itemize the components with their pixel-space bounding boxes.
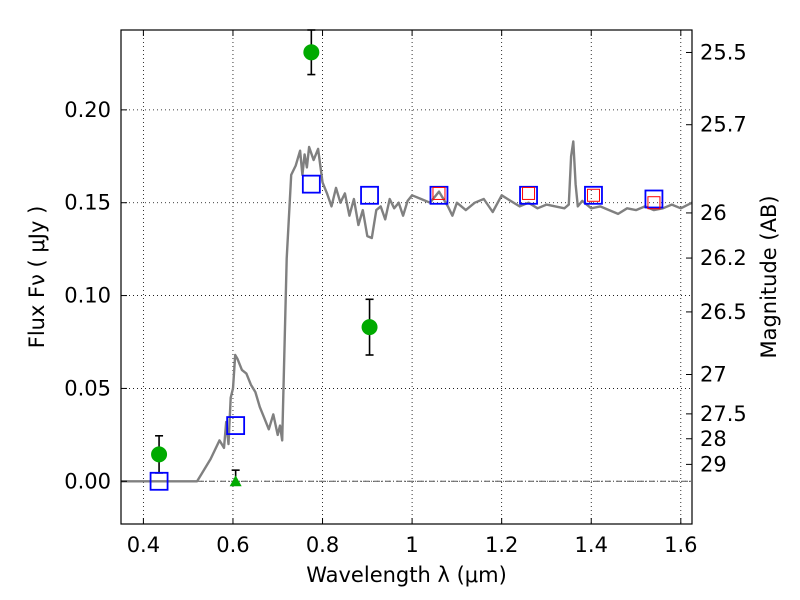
magnitude-tick-label: 29 [700, 452, 727, 476]
y-tick-label: 0.20 [64, 98, 111, 122]
plot-frame [120, 29, 693, 525]
model-flux-box [360, 185, 379, 205]
y-tick-label: 0.00 [64, 469, 111, 493]
x-tick-label: 1.4 [575, 533, 608, 557]
axis-ticks: 0.4 0.6 0.8 1 1.2 1.4 1.6 0.00 0.05 0.10 0.15 0.20 2… [64, 30, 747, 557]
magnitude-tick-label: 28 [700, 427, 727, 451]
model-flux-box [584, 185, 603, 205]
x-tick-label: 1.2 [485, 533, 518, 557]
data-markers [149, 29, 664, 491]
magnitude-tick-label: 27 [700, 363, 727, 387]
magnitude-tick-label: 25.7 [700, 113, 747, 137]
model-flux-box [519, 185, 538, 205]
model-flux-box [149, 471, 169, 491]
x-tick-label: 0.4 [127, 533, 160, 557]
model-flux-box [429, 185, 449, 205]
model-flux-box [301, 174, 321, 194]
model-flux-box-small [522, 186, 536, 200]
model-flux-box [226, 416, 246, 435]
photometry-point [303, 44, 320, 61]
upper-limit-point [229, 475, 242, 487]
x-tick-label: 0.6 [216, 533, 249, 557]
template-line [121, 140, 693, 483]
y-tick-label: 0.15 [64, 191, 111, 215]
template-spectrum [121, 140, 693, 483]
magnitude-tick-label: 27.5 [700, 402, 747, 426]
x-tick-label: 1 [405, 533, 418, 557]
photometry-point [151, 446, 168, 463]
grid [121, 30, 692, 524]
y-tick-label: 0.05 [64, 376, 111, 400]
magnitude-axis-label: Magnitude (AB) [757, 195, 781, 358]
model-flux-box [644, 189, 664, 209]
magnitude-tick-label: 26.5 [700, 300, 747, 324]
model-flux-box-small [586, 188, 600, 202]
model-flux-box-small [432, 186, 446, 200]
magnitude-tick-label: 25.5 [700, 40, 747, 64]
y-tick-label: 0.10 [64, 284, 111, 308]
x-tick-label: 0.8 [306, 533, 339, 557]
x-tick-label: 1.6 [664, 533, 697, 557]
photometry-point [361, 319, 378, 336]
magnitude-tick-label: 26 [700, 201, 727, 225]
x-axis-label: Wavelength λ (μm) [306, 563, 507, 587]
model-flux-box-small [647, 196, 661, 210]
y-axis-label: Flux Fν ( μJy ) [25, 206, 49, 349]
magnitude-tick-label: 26.2 [700, 246, 747, 270]
